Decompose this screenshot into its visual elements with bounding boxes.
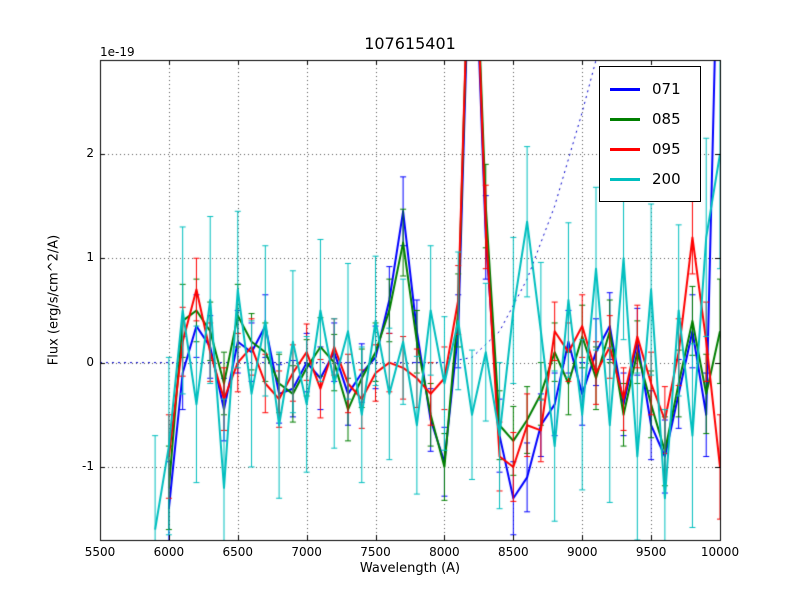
legend-line-sample xyxy=(610,177,640,181)
legend-label: 085 xyxy=(652,110,681,128)
y-tick-label: 0 xyxy=(86,354,94,369)
chart-title: 107615401 xyxy=(364,34,456,53)
y-tick-label: 1 xyxy=(86,250,94,265)
x-tick-label: 6000 xyxy=(153,545,185,559)
legend-line-sample xyxy=(610,117,640,121)
legend-item-095: 095 xyxy=(610,134,688,164)
legend-line-sample xyxy=(610,147,640,151)
legend-item-200: 200 xyxy=(610,164,688,194)
x-tick-label: 8000 xyxy=(429,545,460,559)
x-tick-label: 9500 xyxy=(635,545,667,559)
x-tick-label: 8500 xyxy=(498,545,529,559)
x-tick-label: 6500 xyxy=(222,545,254,559)
y-tick-label: -1 xyxy=(82,458,94,473)
legend-item-085: 085 xyxy=(610,104,688,134)
legend-label: 200 xyxy=(652,170,681,188)
legend-label: 095 xyxy=(652,140,681,158)
x-axis-label: Wavelength (A) xyxy=(359,561,461,576)
x-tick-label: 9000 xyxy=(566,545,598,559)
legend-label: 071 xyxy=(652,80,681,98)
legend-line-sample xyxy=(610,87,640,91)
x-tick-label: 5500 xyxy=(84,545,116,559)
y-tick-label: 2 xyxy=(86,145,94,160)
y-axis-offset-label: 1e-19 xyxy=(100,45,135,59)
x-tick-label: 7500 xyxy=(360,545,391,559)
x-tick-label: 7000 xyxy=(291,545,322,559)
x-tick-label: 10000 xyxy=(700,545,740,559)
legend-item-071: 071 xyxy=(610,74,688,104)
legend: 071 085 095 200 xyxy=(599,66,701,202)
